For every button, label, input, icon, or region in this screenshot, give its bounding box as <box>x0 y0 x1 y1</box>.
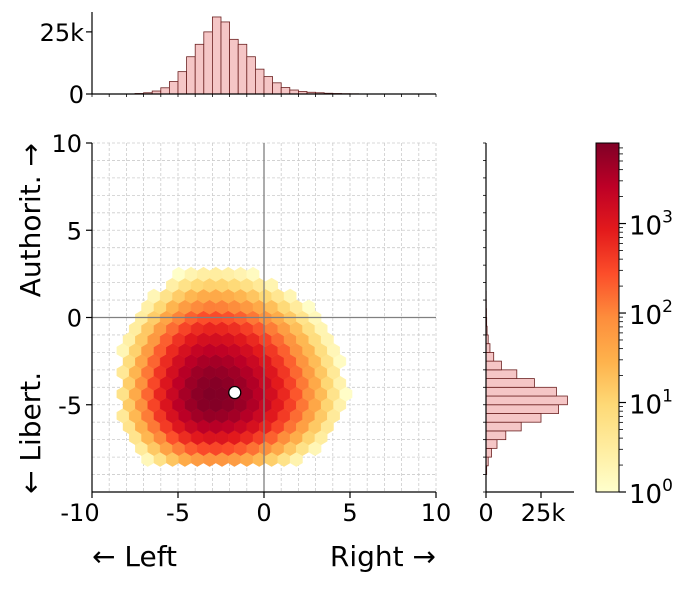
top-hist-y-tick-label: 0 <box>69 81 84 109</box>
y-tick-label: 5 <box>67 217 82 245</box>
colorbar-tick-label: 101 <box>629 387 673 421</box>
main-axes: -10 -5 0 5 10 -5 0 5 10 <box>51 130 451 527</box>
x-tick-label: 0 <box>256 499 271 527</box>
colorbar-tick-exponent: 2 <box>662 297 673 317</box>
right-hist-bar <box>485 386 557 397</box>
colorbar-tick-label: 100 <box>629 476 673 510</box>
colorbar-tick-base: 10 <box>629 301 662 331</box>
right-hist-bar <box>485 369 518 379</box>
right-hist-bar <box>485 413 542 423</box>
hexbin-cell <box>246 266 260 282</box>
colorbar-tick-exponent: 0 <box>662 476 673 496</box>
colorbar-tick-base: 10 <box>629 212 662 242</box>
hexbin-cells <box>116 266 353 467</box>
top-hist-bar <box>194 43 205 95</box>
right-hist-bar <box>485 404 559 414</box>
colorbar-tick-base: 10 <box>629 391 662 421</box>
right-hist-x-tick-label: 25k <box>521 499 566 527</box>
right-hist-bar <box>485 447 492 458</box>
top-hist-bar <box>246 56 256 95</box>
right-hist-bar <box>485 351 495 362</box>
y-tick-label: -5 <box>58 392 82 420</box>
x-label-left: ← Left <box>92 540 177 573</box>
top-hist-bar <box>203 31 213 95</box>
top-hist-bar <box>186 56 196 95</box>
colorbar-tick-label: 103 <box>629 208 673 242</box>
top-hist-bar <box>160 87 170 95</box>
right-hist-bar <box>485 421 522 432</box>
colorbar-tick-exponent: 3 <box>662 208 673 228</box>
y-label-top: Authorit. → <box>14 143 47 297</box>
hexbin-cell <box>302 299 316 315</box>
mean-marker-dot <box>228 385 242 400</box>
main-hexbin-panel: -10 -5 0 5 10 -5 0 5 10 <box>51 130 451 527</box>
colorbar-gradient-bar <box>595 142 620 493</box>
top-hist-bar <box>254 68 265 95</box>
x-tick-label: 10 <box>421 499 452 527</box>
colorbar-tick-base: 10 <box>629 480 662 510</box>
reference-lines <box>92 143 436 492</box>
top-hist-bar <box>280 87 291 95</box>
top-hist-bar <box>211 16 222 95</box>
right-hist-bar <box>485 439 498 449</box>
hexbin-cell <box>283 288 297 304</box>
hexbin-cell <box>265 277 278 293</box>
x-label-right: Right → <box>330 540 436 573</box>
top-hist-bar <box>220 21 230 95</box>
right-hist-bar <box>485 360 502 371</box>
x-tick-label: -5 <box>166 499 190 527</box>
top-marginal-histogram: 0 25k <box>40 12 437 109</box>
top-hist-bar <box>177 71 188 95</box>
top-hist-bar <box>272 82 282 95</box>
y-tick-label: 0 <box>67 305 82 333</box>
top-hist-bar <box>237 43 248 95</box>
right-hist-bar <box>485 378 535 388</box>
right-hist-bar <box>485 430 507 441</box>
top-hist-y-tick-label: 25k <box>40 19 85 47</box>
colorbar-tick-label: 102 <box>629 297 673 331</box>
right-hist-bar <box>485 395 568 406</box>
right-marginal-histogram: 0 25k <box>478 142 574 527</box>
top-hist-bar <box>168 81 179 95</box>
x-tick-label: 5 <box>342 499 357 527</box>
top-hist-bar <box>229 38 239 95</box>
colorbar-tick-exponent: 1 <box>662 387 673 407</box>
x-tick-label: -10 <box>60 499 99 527</box>
mean-marker <box>228 385 242 400</box>
y-label-bottom: ← Libert. <box>14 372 47 494</box>
y-tick-label: 10 <box>51 130 82 158</box>
top-hist-bar <box>263 76 274 95</box>
right-hist-x-tick-label: 0 <box>478 499 493 527</box>
